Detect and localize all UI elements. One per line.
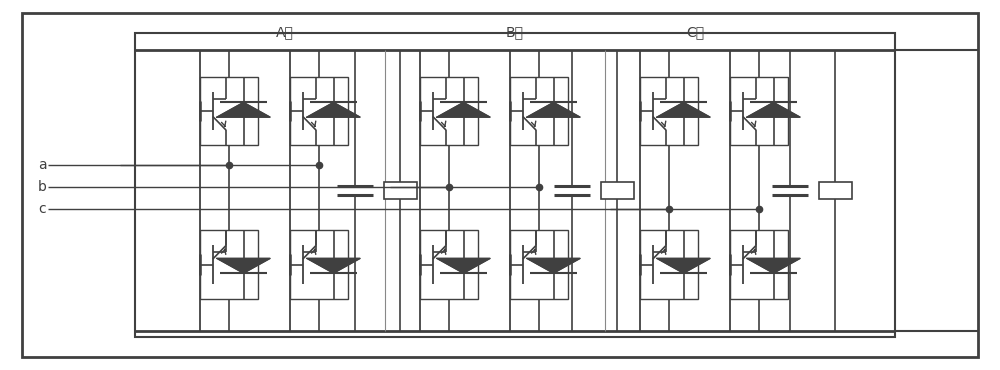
Bar xyxy=(420,230,478,299)
Bar xyxy=(510,77,568,145)
Text: a: a xyxy=(38,158,47,172)
Bar xyxy=(600,182,634,199)
Polygon shape xyxy=(657,258,710,273)
Polygon shape xyxy=(747,258,800,273)
Bar xyxy=(135,33,895,337)
Bar xyxy=(290,230,348,299)
Polygon shape xyxy=(437,258,490,273)
Polygon shape xyxy=(527,258,580,273)
Bar xyxy=(510,230,568,299)
Bar xyxy=(290,77,348,145)
Bar xyxy=(200,77,258,145)
Text: C相: C相 xyxy=(686,25,704,39)
Polygon shape xyxy=(217,102,270,117)
Polygon shape xyxy=(527,102,580,117)
Text: B相: B相 xyxy=(506,25,524,39)
Polygon shape xyxy=(657,102,710,117)
Bar xyxy=(420,77,478,145)
Bar xyxy=(640,77,698,145)
Bar xyxy=(200,230,258,299)
Polygon shape xyxy=(307,258,360,273)
Bar xyxy=(730,230,788,299)
Text: A相: A相 xyxy=(276,25,294,39)
Polygon shape xyxy=(437,102,490,117)
Polygon shape xyxy=(307,102,360,117)
Polygon shape xyxy=(217,258,270,273)
Text: b: b xyxy=(38,180,47,194)
Bar xyxy=(640,230,698,299)
Bar xyxy=(730,77,788,145)
Bar xyxy=(818,182,852,199)
Bar xyxy=(384,182,416,199)
Polygon shape xyxy=(747,102,800,117)
Text: c: c xyxy=(38,202,46,216)
